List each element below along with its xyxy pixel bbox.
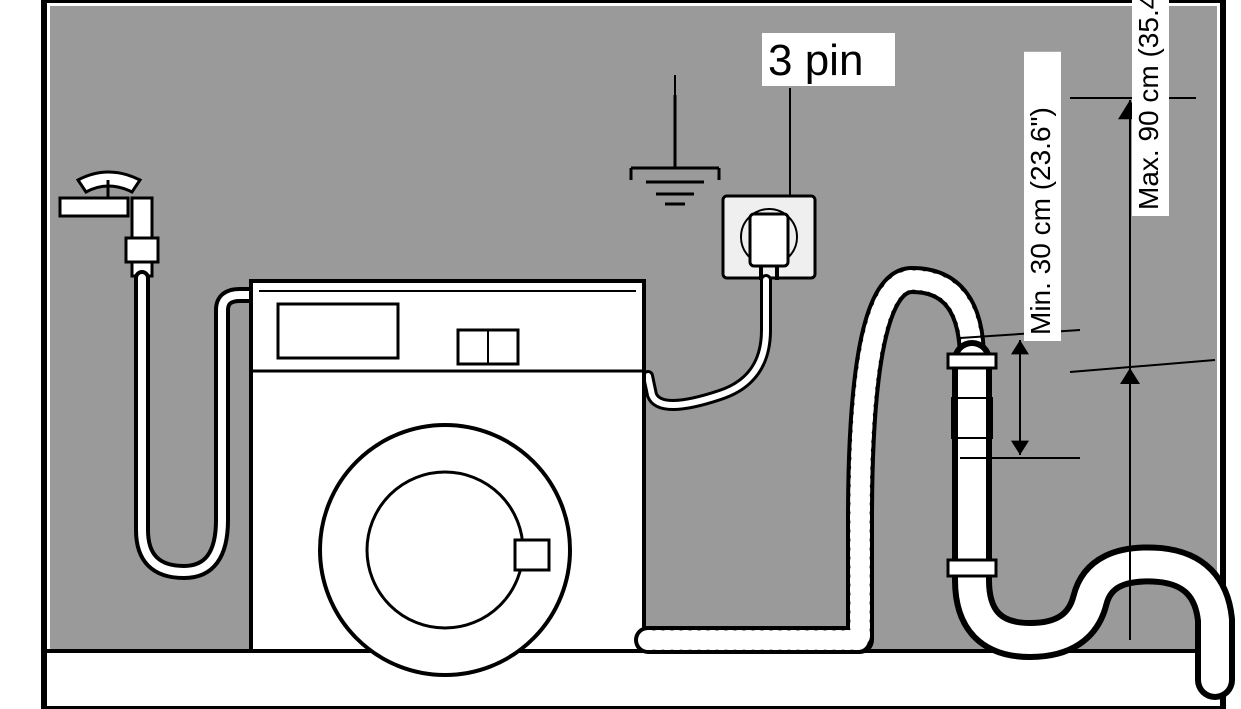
svg-text:Max. 90 cm (35.4"): Max. 90 cm (35.4"): [1133, 0, 1164, 210]
door-handle: [515, 540, 549, 570]
svg-text:Min. 30 cm (23.6"): Min. 30 cm (23.6"): [1025, 107, 1056, 335]
min-height-label: Min. 30 cm (23.6"): [1024, 52, 1061, 341]
max-height-label: Max. 90 cm (35.4"): [1132, 0, 1169, 216]
plug-label: 3 pin: [762, 33, 895, 86]
svg-text:3 pin: 3 pin: [768, 36, 863, 85]
washing-machine: [251, 281, 644, 675]
power-plug: [750, 214, 788, 266]
detergent-drawer: [278, 304, 398, 358]
